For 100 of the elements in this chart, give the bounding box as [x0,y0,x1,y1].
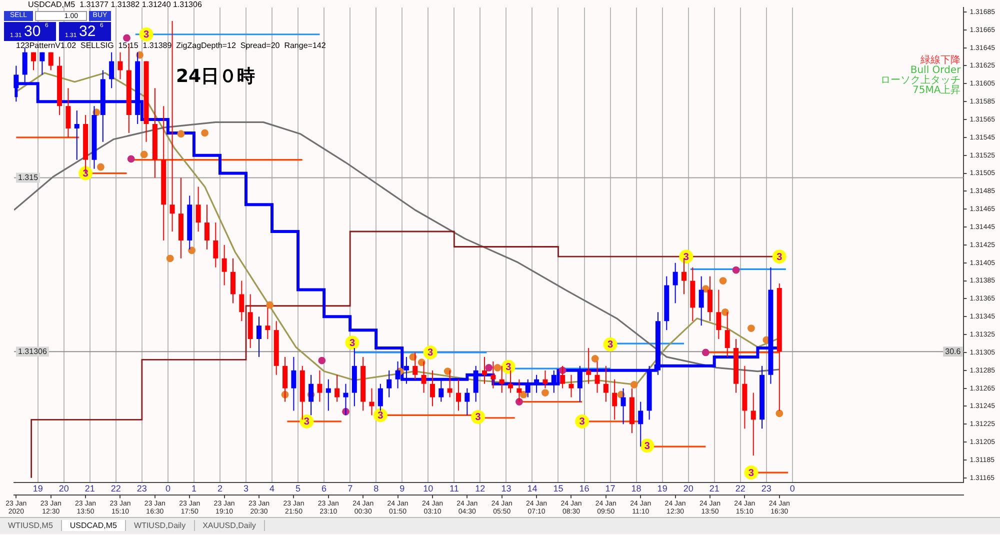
candlestick [603,365,608,402]
annotation: 3 [748,468,754,479]
annotation: 緑線下降 [920,54,961,66]
annotation: 32 [79,22,96,41]
x2-tick-label: 16 [579,483,590,494]
x2-tick-label: 3 [243,483,249,494]
candlestick [317,370,322,402]
x2-tick-label: 22 [735,483,746,494]
point [721,308,729,316]
candlestick [196,186,201,232]
x2-tick-label: 5 [296,483,301,494]
candlestick [239,280,244,322]
point [732,266,740,274]
annotation: 3 [644,440,650,452]
point [444,368,452,375]
annotation: 3 [304,416,310,428]
candlestick [291,356,296,412]
candlestick [447,370,452,398]
point [177,130,185,138]
x2-tick-label: 9 [400,483,405,494]
candlestick [256,316,262,358]
point [140,150,148,158]
candlestick [334,374,340,402]
candlestick [430,370,435,407]
candlestick [282,356,288,402]
point [748,324,755,332]
point [123,34,130,42]
annotation: 30 [24,22,41,41]
candlestick [612,378,618,420]
annotation: 75MA上昇 [912,84,961,96]
annotation: 3 [579,416,586,428]
candlestick [40,52,45,76]
point [266,301,274,309]
annotation: ローソク上タッチ [880,74,961,86]
x2-tick-label: 19 [32,483,43,494]
point [542,389,549,396]
candlestick [464,388,470,416]
candlestick [490,360,496,389]
point [318,356,326,364]
point [127,155,135,163]
annotation: 24日０時 [176,66,256,88]
candlestick [213,222,218,268]
point [702,285,710,293]
x2-tick-label: 18 [631,483,642,494]
candlestick [378,383,383,412]
candlestick [708,276,713,322]
candlestick [638,401,644,448]
annotation: 3 [607,340,614,351]
point [166,254,174,262]
x2-tick-label: 0 [165,483,170,494]
x2-tick-label: 2 [217,483,222,494]
candlestick [672,262,678,304]
candlestick [66,88,71,138]
annotation: 3 [776,252,783,263]
x2-tick-label: 12 [475,483,486,494]
point [702,348,710,356]
point [591,355,599,362]
candlestick [724,312,730,358]
candlestick [421,360,426,394]
candlestick [499,365,504,394]
candlestick [170,20,175,232]
candlestick [482,356,488,384]
candlestick [326,378,331,412]
x2-tick-label: 19 [657,483,668,494]
annotation: 3 [475,412,482,424]
candlestick [594,360,600,394]
point [201,129,209,137]
annotation: Bull Order [910,65,962,76]
annotation: 3 [506,362,512,374]
x2-tick-label: 0 [790,483,795,494]
annotation: 3 [428,348,434,359]
candlestick [109,52,114,89]
x2-tick-label: 22 [110,483,121,494]
point [418,358,426,366]
candlestick [230,258,236,304]
annotation: 30.6 [945,346,962,356]
x2-tick-label: 7 [348,483,353,494]
candlestick [620,388,626,425]
chart-tabs: WTIUSD,M5 USDCAD,M5 WTIUSD,Daily XAUUSD,Daily [0,517,1000,534]
point [776,410,784,418]
annotation: 3 [683,252,690,263]
ref-line-label: 1.315 [18,172,39,182]
x2-tick-label: 15 [553,483,564,494]
ref-line-label: 1.31306 [18,346,48,356]
x2-tick-label: 11 [449,483,459,494]
point [485,364,493,372]
point [97,163,104,171]
annotation: 3 [82,168,89,180]
x2-tick-label: 8 [374,483,379,494]
x2-tick-label: 1 [191,483,196,494]
candlestick [542,370,548,389]
x2-tick-label: 20 [683,483,694,494]
annotation: 3 [143,30,150,41]
candlestick [750,392,756,456]
x2-tick-label: 20 [58,483,69,494]
candlestick [698,276,704,326]
candlestick [222,244,227,286]
candlestick [412,352,418,380]
candlestick [508,370,514,394]
candlestick [716,289,722,340]
